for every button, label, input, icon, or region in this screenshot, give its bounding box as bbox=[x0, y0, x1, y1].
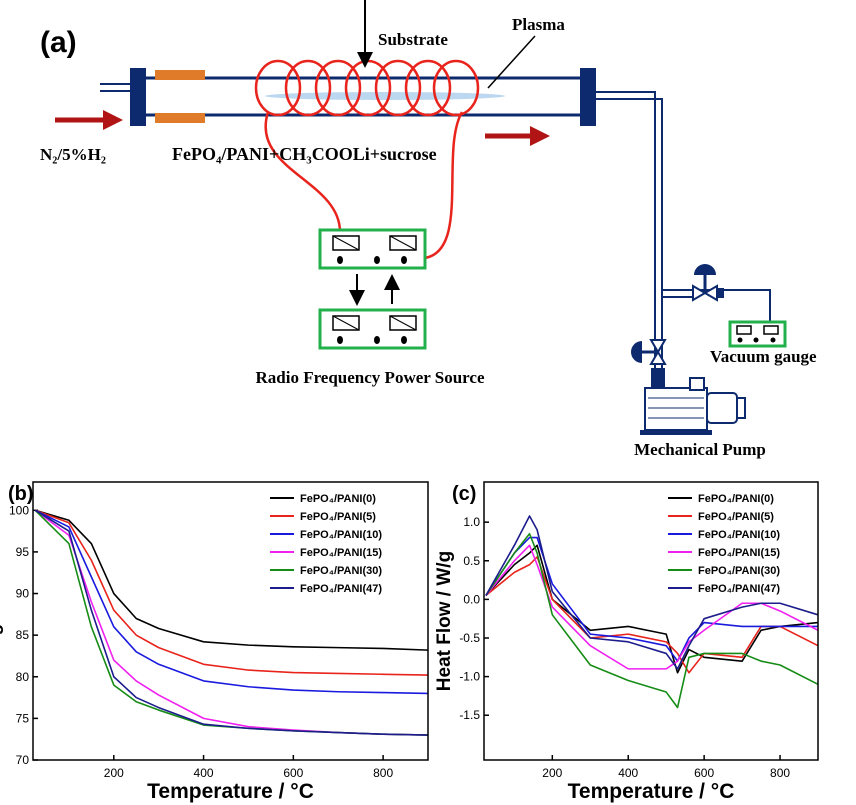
legend-label: FePO₄/PANI(0) bbox=[698, 493, 774, 505]
legend-label: FePO₄/PANI(30) bbox=[698, 565, 780, 577]
x-tick-label: 800 bbox=[770, 766, 790, 780]
y-tick-label: 90 bbox=[16, 587, 30, 601]
x-tick-label: 800 bbox=[373, 766, 393, 780]
series-line bbox=[485, 536, 818, 662]
legend-label: FePO₄/PANI(30) bbox=[300, 565, 382, 577]
x-axis-label: Temperature / °C bbox=[147, 780, 314, 803]
y-tick-label: 0.5 bbox=[463, 554, 480, 568]
x-tick-label: 400 bbox=[618, 766, 638, 780]
series-line bbox=[34, 509, 429, 695]
series-line bbox=[485, 544, 819, 670]
gauge bbox=[728, 320, 787, 348]
chart: (b) 70 75 80 85 90 95 100 200 400 600 800 FePO₄/PANI… bbox=[0, 481, 429, 803]
series-line bbox=[485, 556, 819, 674]
pipe bbox=[596, 91, 656, 370]
series-line bbox=[34, 509, 429, 736]
y-tick-label: 70 bbox=[16, 753, 30, 767]
series-line bbox=[34, 509, 429, 736]
legend-label: FePO₄/PANI(5) bbox=[698, 511, 774, 523]
heater bbox=[155, 113, 205, 123]
pump bbox=[640, 368, 746, 435]
x-tick-label: 200 bbox=[542, 766, 562, 780]
y-axis-label: Heat Flow / W/g bbox=[434, 551, 455, 691]
series-line bbox=[34, 509, 429, 676]
plot-frame bbox=[483, 481, 819, 761]
label: Substrate bbox=[378, 30, 448, 49]
y-tick-label: 95 bbox=[16, 545, 30, 559]
x-tick-label: 400 bbox=[194, 766, 214, 780]
plasma-glow bbox=[265, 92, 505, 100]
y-tick-label: 80 bbox=[16, 670, 30, 684]
pipe bbox=[596, 98, 663, 370]
legend-label: FePO₄/PANI(0) bbox=[300, 493, 376, 505]
label: Mechanical Pump bbox=[634, 440, 766, 459]
y-tick-label: 75 bbox=[16, 711, 30, 725]
series-line bbox=[485, 532, 819, 709]
x-tick-label: 200 bbox=[104, 766, 124, 780]
rf-box bbox=[318, 308, 427, 350]
x-axis-label: Temperature / °C bbox=[568, 780, 735, 803]
flange bbox=[130, 68, 146, 126]
label: Plasma bbox=[512, 15, 565, 34]
y-axis-label: Weight / % bbox=[0, 573, 4, 669]
panel-label: (a) bbox=[40, 26, 77, 59]
legend-label: FePO₄/PANI(15) bbox=[300, 547, 382, 559]
legend-label: FePO₄/PANI(47) bbox=[698, 583, 780, 595]
y-tick-label: 100 bbox=[9, 503, 29, 517]
legend-label: FePO₄/PANI(10) bbox=[300, 529, 382, 541]
legend-label: FePO₄/PANI(15) bbox=[698, 547, 780, 559]
legend-label: FePO₄/PANI(5) bbox=[300, 511, 376, 523]
legend-label: FePO₄/PANI(47) bbox=[300, 583, 382, 595]
series-line bbox=[485, 515, 819, 670]
series-line bbox=[34, 509, 429, 736]
x-tick-label: 600 bbox=[283, 766, 303, 780]
valve bbox=[692, 264, 724, 302]
diagram: (a) Substrate Plasma N₂/5%H₂ FePO₄/PANI+… bbox=[40, 0, 817, 459]
chart: (c) 1.0 0.5 0.0 -0.5 -1.0 -1.5 200 400 600 800 FePO… bbox=[434, 481, 819, 803]
panel-label: (b) bbox=[8, 483, 34, 505]
label: FePO₄/PANI+CH₃COOLi+sucrose bbox=[172, 144, 437, 164]
legend-label: FePO₄/PANI(10) bbox=[698, 529, 780, 541]
heater bbox=[155, 70, 205, 80]
leader bbox=[487, 35, 536, 89]
y-tick-label: -1.0 bbox=[459, 670, 480, 684]
y-tick-label: 1.0 bbox=[463, 515, 480, 529]
y-tick-label: -0.5 bbox=[459, 631, 480, 645]
valve bbox=[631, 339, 667, 365]
label: Vacuum gauge bbox=[710, 347, 817, 366]
plot-frame bbox=[32, 481, 429, 761]
series-line bbox=[35, 509, 429, 651]
y-tick-label: -1.5 bbox=[459, 708, 480, 722]
label: N₂/5%H₂ bbox=[40, 145, 106, 164]
flange bbox=[580, 68, 596, 126]
y-tick-label: 0.0 bbox=[463, 592, 480, 606]
panel-label: (c) bbox=[452, 483, 476, 505]
rf-box bbox=[318, 228, 427, 270]
y-tick-label: 85 bbox=[16, 628, 30, 642]
label: Radio Frequency Power Source bbox=[255, 368, 484, 387]
x-tick-label: 600 bbox=[694, 766, 714, 780]
coil bbox=[254, 59, 480, 260]
